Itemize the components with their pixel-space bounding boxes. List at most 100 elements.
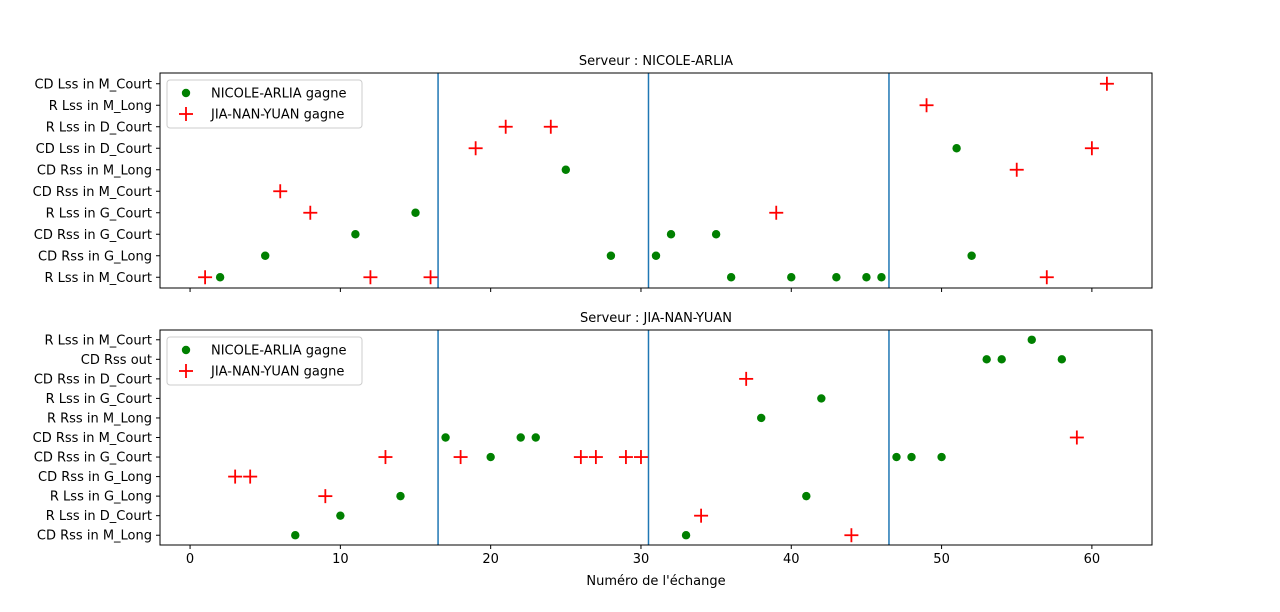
y-tick-label: CD Rss in M_Court — [33, 185, 152, 200]
y-tick-label: R Lss in G_Court — [46, 392, 152, 407]
x-tick-label: 10 — [332, 552, 349, 567]
data-point-nicole-arlia — [261, 251, 270, 260]
data-point-nicole-arlia — [1057, 355, 1067, 364]
data-point-nicole-arlia — [907, 452, 916, 462]
y-tick-label: R Lss in D_Court — [46, 509, 152, 524]
y-tick-label: R Rss in M_Long — [47, 411, 152, 426]
data-point-jia-nan-yuan — [318, 489, 333, 504]
legend-box — [166, 79, 363, 129]
data-point-nicole-arlia — [486, 452, 495, 462]
legend-label: JIA-NAN-YUAN gagne — [210, 108, 344, 123]
y-tick-label: R Lss in M_Long — [49, 99, 152, 114]
data-point-jia-nan-yuan — [618, 450, 633, 465]
data-point-jia-nan-yuan — [1039, 270, 1054, 285]
x-tick-label: 50 — [933, 552, 950, 567]
legend-label: NICOLE-ARLIA gagne — [211, 87, 346, 102]
y-tick-label: CD Rss in M_Long — [37, 529, 152, 544]
data-point-nicole-arlia — [877, 273, 886, 282]
y-tick-label: CD Rss out — [81, 353, 152, 368]
y-tick-label: CD Rss in G_Long — [38, 249, 152, 264]
legend-label: NICOLE-ARLIA gagne — [211, 344, 346, 359]
data-point-nicole-arlia — [531, 433, 540, 442]
x-tick-label: 20 — [482, 552, 499, 567]
legend-label: JIA-NAN-YUAN gagne — [210, 365, 344, 380]
legend: NICOLE-ARLIA gagne JIA-NAN-YUAN gagne — [166, 79, 363, 129]
data-point-nicole-arlia — [396, 491, 405, 501]
data-point-nicole-arlia — [952, 144, 961, 153]
data-point-nicole-arlia — [757, 413, 766, 423]
data-point-nicole-arlia — [681, 531, 691, 540]
y-tick-label: CD Rss in M_Long — [37, 163, 152, 178]
data-point-jia-nan-yuan — [243, 469, 258, 484]
data-point-jia-nan-yuan — [453, 450, 468, 465]
data-point-jia-nan-yuan — [1099, 76, 1114, 91]
data-point-nicole-arlia — [832, 273, 841, 282]
data-point-nicole-arlia — [351, 230, 360, 239]
legend: NICOLE-ARLIA gagne JIA-NAN-YUAN gagne — [166, 336, 363, 386]
data-point-nicole-arlia — [982, 355, 991, 364]
data-point-jia-nan-yuan — [468, 141, 483, 156]
plot-frame — [159, 72, 1153, 289]
data-point-jia-nan-yuan — [543, 119, 558, 134]
data-point-jia-nan-yuan — [228, 469, 243, 484]
data-point-jia-nan-yuan — [498, 119, 513, 134]
x-tick-label: 0 — [186, 552, 194, 567]
y-tick-label: CD Lss in D_Court — [36, 142, 152, 157]
data-point-jia-nan-yuan — [694, 508, 709, 523]
data-point-jia-nan-yuan — [363, 270, 378, 285]
data-point-nicole-arlia — [215, 273, 225, 282]
legend-marker-circle — [181, 345, 191, 355]
data-point-jia-nan-yuan — [739, 371, 754, 386]
data-point-jia-nan-yuan — [273, 184, 288, 199]
legend-box — [166, 336, 363, 386]
data-point-nicole-arlia — [291, 531, 300, 540]
data-point-jia-nan-yuan — [844, 528, 859, 543]
data-point-nicole-arlia — [997, 355, 1006, 364]
y-tick-label: R Lss in M_Court — [45, 271, 153, 286]
data-point-jia-nan-yuan — [303, 205, 318, 220]
data-point-nicole-arlia — [561, 165, 571, 174]
data-point-nicole-arlia — [726, 273, 736, 282]
data-point-nicole-arlia — [411, 208, 420, 217]
data-point-nicole-arlia — [817, 394, 826, 403]
subplot-2: Serveur : JIA-NAN-YUAN Numéro de l'échan… — [33, 311, 1153, 589]
legend-marker-plus — [179, 107, 193, 121]
data-point-nicole-arlia — [787, 273, 796, 282]
data-point-nicole-arlia — [666, 230, 676, 239]
data-point-jia-nan-yuan — [1009, 162, 1024, 177]
data-point-nicole-arlia — [1027, 335, 1036, 344]
data-point-nicole-arlia — [606, 251, 616, 260]
subplot-2-title: Serveur : JIA-NAN-YUAN — [580, 311, 732, 326]
data-point-nicole-arlia — [967, 251, 976, 260]
legend-marker-plus — [179, 364, 193, 378]
x-tick-label: 60 — [1084, 552, 1101, 567]
data-point-nicole-arlia — [441, 433, 450, 442]
y-tick-label: CD Rss in M_Court — [33, 431, 152, 446]
y-tick-label: CD Rss in G_Long — [38, 470, 152, 485]
data-point-nicole-arlia — [651, 251, 661, 260]
subplot-1-title: Serveur : NICOLE-ARLIA — [579, 54, 733, 69]
data-point-jia-nan-yuan — [919, 98, 934, 113]
legend-marker-circle — [181, 88, 191, 98]
y-tick-label: CD Rss in D_Court — [34, 372, 152, 387]
y-tick-label: R Lss in G_Court — [46, 206, 152, 221]
subplot-1: Serveur : NICOLE-ARLIA R Lss in M_Court C… — [33, 54, 1153, 292]
data-point-jia-nan-yuan — [633, 450, 648, 465]
data-point-jia-nan-yuan — [573, 450, 588, 465]
data-point-nicole-arlia — [336, 511, 345, 520]
y-tick-label: CD Lss in M_Court — [34, 77, 152, 92]
data-point-nicole-arlia — [862, 273, 871, 282]
data-point-nicole-arlia — [937, 452, 946, 462]
y-tick-label: R Lss in D_Court — [46, 120, 152, 135]
y-tick-label: R Lss in G_Long — [50, 490, 152, 505]
x-tick-label: 40 — [783, 552, 800, 567]
y-tick-label: R Lss in M_Court — [45, 333, 153, 348]
data-point-nicole-arlia — [802, 491, 811, 501]
y-tick-label: CD Rss in G_Court — [34, 228, 152, 243]
data-point-jia-nan-yuan — [769, 205, 784, 220]
data-point-nicole-arlia — [892, 452, 901, 462]
y-tick-label: CD Rss in G_Court — [34, 451, 152, 466]
data-point-jia-nan-yuan — [198, 270, 213, 285]
x-tick-label: 30 — [633, 552, 650, 567]
